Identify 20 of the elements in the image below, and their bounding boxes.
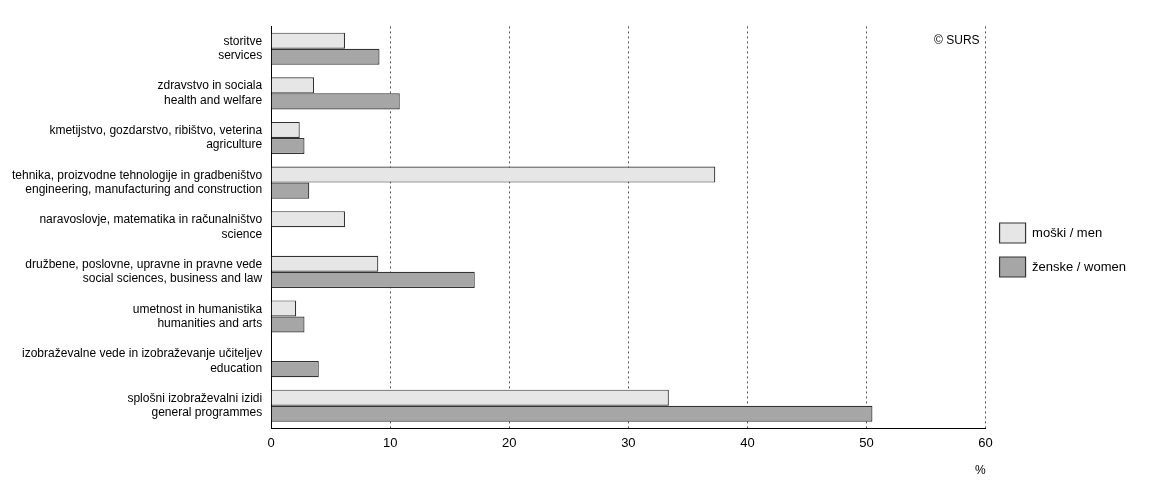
annotation: © SURS [934,32,980,47]
legend-label: ženske / women [1032,258,1126,274]
x-tick-label: 50 [859,435,874,451]
y-tick-label: zdravstvo in sociala health and welfare [157,78,263,107]
y-tick-label: splošni izobraževalni izidi general programmes [127,390,263,420]
y-tick-label: tehnika, proizvodne tehnologije in gradbeništvo engineering, manufacturing and construction [12,167,263,197]
y-tick-label: družbene, poslovne, upravne in pravne vede social sciences, business and law [25,256,263,286]
y-tick-label: kmetijstvo, gozdarstvo, ribištvo, veterina agriculture [49,123,263,152]
y-tick-label: izobraževalne vede in izobraževanje učiteljev education [22,346,263,375]
y-tick-label: umetnost in humanistika humanities and arts [132,301,263,330]
y-tick-label: storitve services [218,33,263,63]
x-tick-label: 30 [621,435,636,451]
x-axis-title: % [974,463,986,478]
x-tick-label: 0 [267,435,275,451]
x-tick-label: 10 [383,435,398,451]
x-tick-label: 60 [978,435,993,451]
y-tick-label: naravoslovje, matematika in računalništvo science [39,212,263,241]
x-tick-label: 40 [740,435,755,451]
legend-label: moški / men [1032,224,1103,240]
x-tick-label: 20 [502,435,517,451]
